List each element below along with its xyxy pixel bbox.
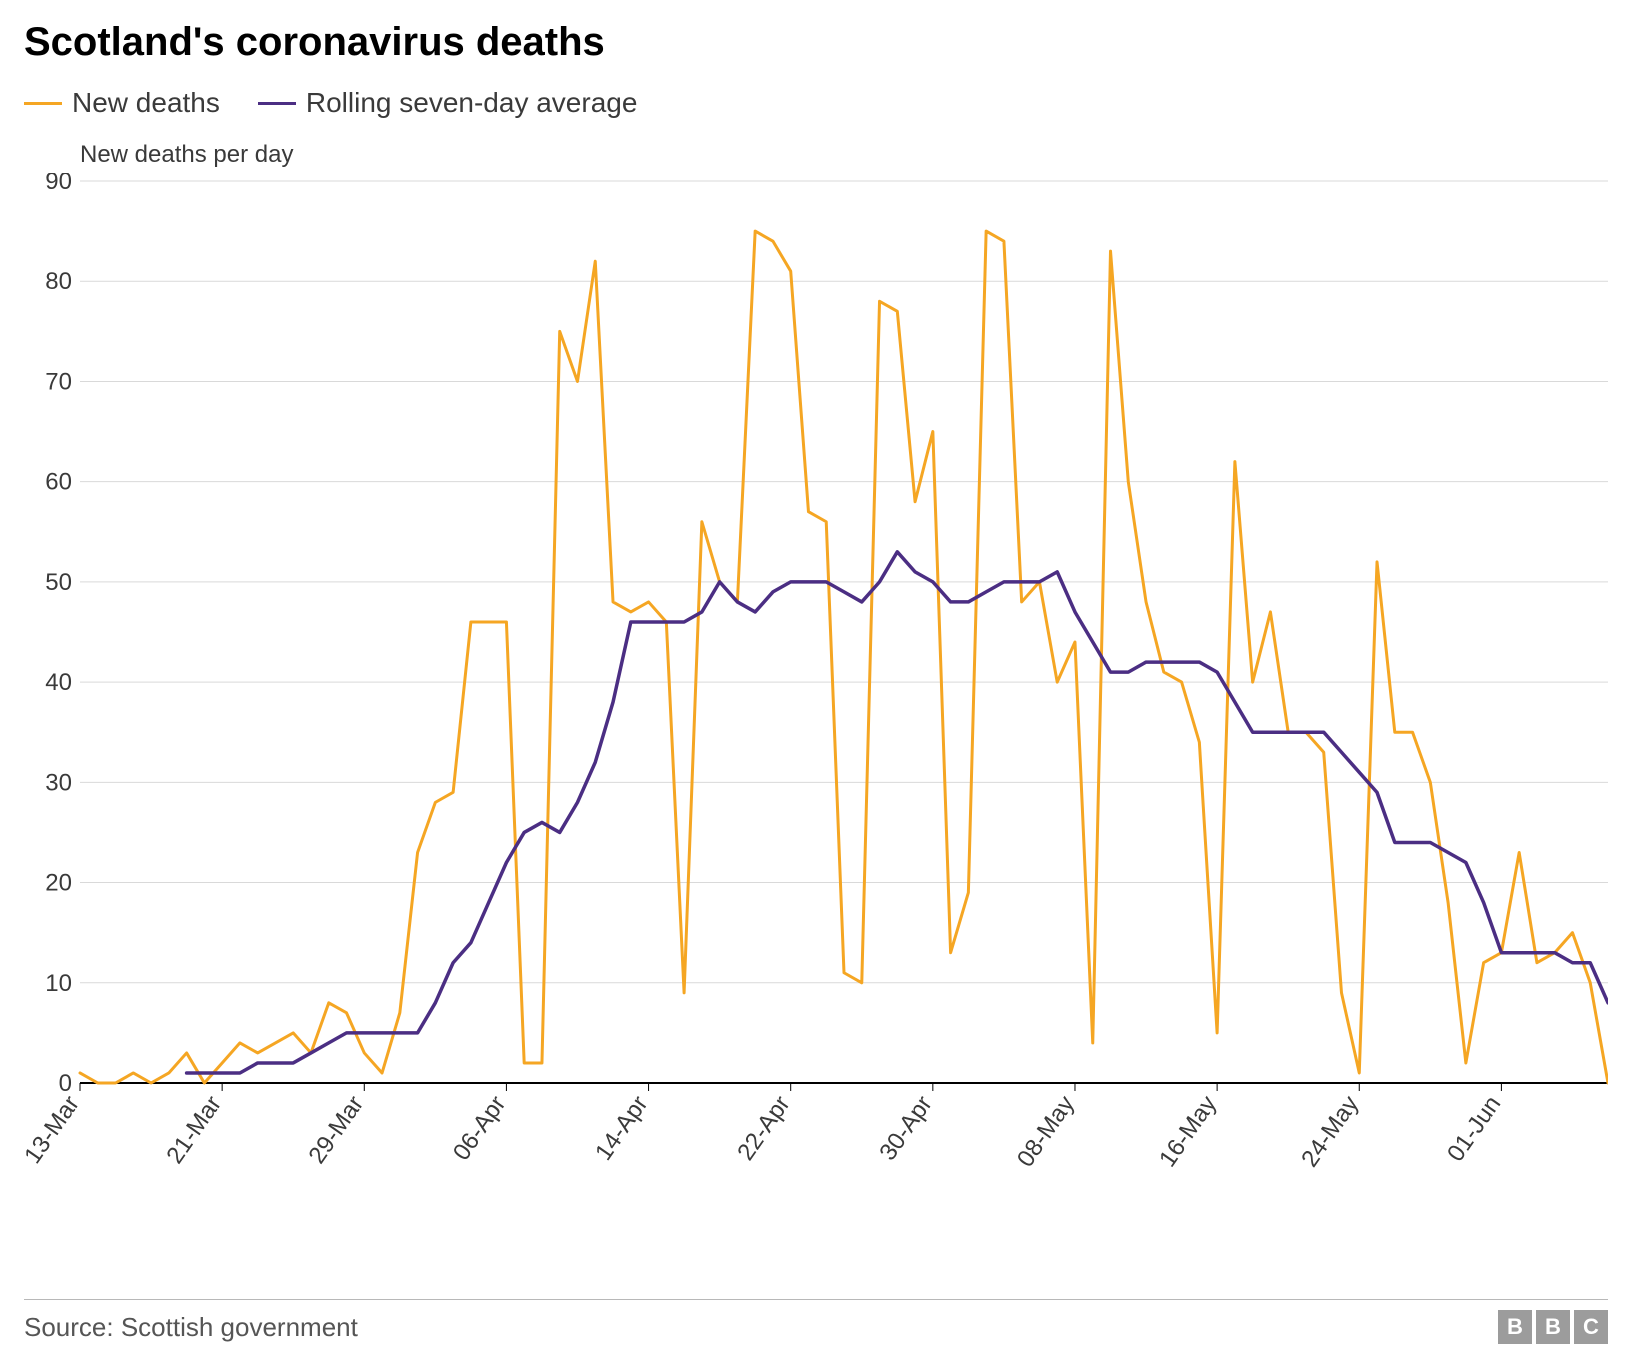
legend-swatch-rolling-avg xyxy=(258,102,296,105)
chart-footer: Source: Scottish government BBC xyxy=(24,1299,1608,1344)
bbc-logo-box: C xyxy=(1574,1310,1608,1344)
svg-text:08-May: 08-May xyxy=(1012,1091,1080,1172)
legend: New deaths Rolling seven-day average xyxy=(24,87,1608,119)
svg-text:16-May: 16-May xyxy=(1154,1091,1222,1172)
svg-text:80: 80 xyxy=(45,268,72,295)
bbc-logo: BBC xyxy=(1498,1310,1608,1344)
svg-text:01-Jun: 01-Jun xyxy=(1442,1091,1506,1167)
svg-text:13-Mar: 13-Mar xyxy=(24,1091,85,1169)
svg-text:30: 30 xyxy=(45,769,72,796)
svg-text:50: 50 xyxy=(45,569,72,596)
svg-text:20: 20 xyxy=(45,870,72,897)
svg-text:29-Mar: 29-Mar xyxy=(303,1091,369,1169)
svg-text:24-May: 24-May xyxy=(1296,1091,1364,1172)
svg-text:06-Apr: 06-Apr xyxy=(448,1091,511,1166)
chart-container: 010203040506070809013-Mar21-Mar29-Mar06-… xyxy=(24,173,1608,1223)
chart-title: Scotland's coronavirus deaths xyxy=(24,20,1608,65)
legend-label-rolling-avg: Rolling seven-day average xyxy=(306,87,638,119)
svg-text:14-Apr: 14-Apr xyxy=(590,1091,653,1166)
line-chart: 010203040506070809013-Mar21-Mar29-Mar06-… xyxy=(24,173,1608,1223)
legend-item-rolling-avg: Rolling seven-day average xyxy=(258,87,638,119)
legend-swatch-new-deaths xyxy=(24,102,62,105)
svg-text:70: 70 xyxy=(45,368,72,395)
svg-text:60: 60 xyxy=(45,469,72,496)
svg-text:90: 90 xyxy=(45,173,72,195)
legend-item-new-deaths: New deaths xyxy=(24,87,220,119)
svg-text:10: 10 xyxy=(45,970,72,997)
bbc-logo-box: B xyxy=(1498,1310,1532,1344)
legend-label-new-deaths: New deaths xyxy=(72,87,220,119)
svg-text:21-Mar: 21-Mar xyxy=(161,1091,227,1169)
y-axis-title: New deaths per day xyxy=(80,141,1608,169)
bbc-logo-box: B xyxy=(1536,1310,1570,1344)
svg-text:22-Apr: 22-Apr xyxy=(732,1091,795,1166)
svg-text:30-Apr: 30-Apr xyxy=(874,1091,937,1166)
source-label: Source: Scottish government xyxy=(24,1312,358,1343)
svg-text:40: 40 xyxy=(45,669,72,696)
